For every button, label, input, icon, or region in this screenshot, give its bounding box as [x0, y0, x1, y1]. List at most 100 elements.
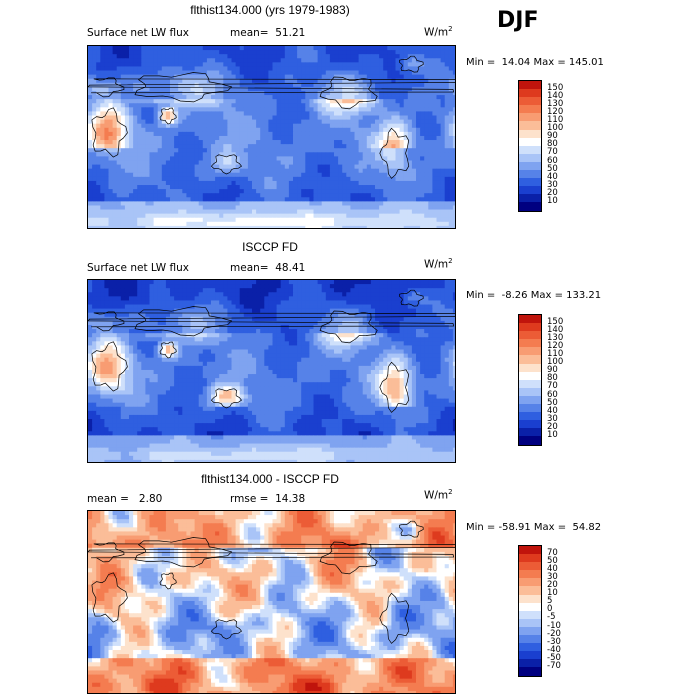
coastline	[379, 127, 410, 179]
panel-2-units: W/m2	[424, 257, 453, 271]
colorbar-tick-label: 40	[547, 171, 558, 182]
colorbar-swatch	[519, 363, 541, 372]
coastline	[159, 107, 177, 125]
panel-1-left-label: Surface net LW flux	[87, 27, 189, 39]
colorbar-tick-label: 50	[547, 555, 558, 566]
colorbar-tick-label: 30	[547, 571, 558, 582]
colorbar-tick-label: 90	[547, 365, 558, 376]
coastline	[134, 72, 233, 103]
colorbar-tick-label: 80	[547, 373, 558, 384]
colorbar-tick-label: 50	[547, 163, 558, 174]
panel-1-map	[87, 45, 456, 229]
panel-2-minmax: Min = -8.26 Max = 133.21	[466, 290, 602, 301]
coastline	[88, 77, 455, 98]
colorbar-tick-label: 110	[547, 115, 564, 125]
map-field	[88, 280, 455, 462]
panel-1-units: W/m2	[424, 25, 453, 39]
colorbar-swatch	[519, 643, 541, 652]
colorbar-tick-label: -10	[547, 620, 561, 631]
panel-2-left-label: Surface net LW flux	[87, 262, 189, 274]
colorbar-tick-label: 70	[547, 381, 558, 392]
colorbar-tick-label: 10	[547, 430, 558, 440]
colorbar-tick-label: 120	[547, 106, 564, 117]
colorbar-swatch	[519, 113, 541, 122]
colorbar-swatch	[519, 323, 541, 332]
colorbar-swatch	[519, 436, 541, 445]
coastline	[210, 154, 243, 175]
colorbar-swatch	[519, 161, 541, 171]
colorbar-swatch	[519, 562, 541, 571]
colorbar-tick-label: 50	[547, 397, 558, 408]
colorbar-swatch	[519, 554, 541, 563]
colorbar-tick-label: 20	[547, 421, 558, 432]
colorbar-swatch	[519, 626, 541, 636]
colorbar-swatch	[519, 339, 541, 348]
colorbar-tick-label: 100	[547, 357, 564, 368]
colorbar-swatch	[519, 315, 541, 324]
colorbar-tick-label: 5	[547, 596, 553, 607]
colorbar-tick-label: -20	[547, 628, 561, 639]
colorbar-tick-label: 40	[547, 405, 558, 416]
coastline	[88, 542, 455, 563]
colorbar-swatch	[519, 121, 541, 130]
season-label: DJF	[497, 8, 539, 33]
coastline	[91, 107, 128, 158]
colorbar-swatch	[519, 137, 541, 146]
colorbar-swatch	[519, 105, 541, 114]
coastline	[210, 388, 243, 409]
panel-3-minmax: Min = -58.91 Max = 54.82	[466, 522, 602, 533]
coastline	[399, 55, 424, 73]
colorbar-tick-label: 90	[547, 131, 558, 142]
colorbar-swatch	[519, 145, 541, 154]
colorbar-swatch	[519, 202, 541, 211]
panel-3-center-label: rmse = 14.38	[230, 493, 306, 505]
colorbar-tick-label: 0	[547, 604, 553, 615]
panel-1-title: flthist134.000 (yrs 1979-1983)	[190, 3, 350, 17]
colorbar-swatch	[519, 428, 541, 437]
colorbar-tick-label: 20	[547, 580, 558, 590]
colorbar-swatch	[519, 667, 541, 676]
panel-3-colorbar	[518, 545, 542, 677]
coastline	[319, 310, 378, 344]
colorbar-tick-label: 30	[547, 179, 558, 190]
colorbar-swatch	[519, 651, 541, 660]
colorbar-tick-label: -40	[547, 644, 561, 655]
colorbar-swatch	[519, 89, 541, 98]
colorbar-swatch	[519, 355, 541, 364]
panel-3-map	[87, 510, 456, 694]
colorbar-tick-label: 70	[547, 147, 558, 158]
map-field	[88, 511, 455, 693]
colorbar-swatch	[519, 570, 541, 579]
colorbar-swatch	[519, 618, 541, 627]
coastline	[159, 341, 177, 359]
colorbar-tick-label: 140	[547, 324, 564, 335]
colorbar-tick-label: 150	[547, 82, 564, 93]
coastline	[134, 306, 233, 337]
coastline	[399, 520, 424, 538]
panel-1-colorbar	[518, 80, 542, 212]
coastline	[319, 541, 378, 575]
colorbar-swatch	[519, 578, 541, 587]
colorbar-swatch	[519, 404, 541, 413]
colorbar-tick-label: 110	[547, 349, 564, 359]
colorbar-tick-label: 60	[547, 389, 558, 400]
colorbar-swatch	[519, 379, 541, 388]
colorbar-tick-label: 20	[547, 187, 558, 198]
panel-3-title: flthist134.000 - ISCCP FD	[201, 472, 339, 486]
coastline	[379, 592, 410, 644]
colorbar-tick-label: 130	[547, 98, 564, 109]
panel-2-colorbar	[518, 314, 542, 446]
colorbar-swatch	[519, 395, 541, 405]
colorbar-swatch	[519, 331, 541, 340]
panel-2-map	[87, 279, 456, 463]
colorbar-tick-label: 130	[547, 332, 564, 343]
colorbar-tick-label: -50	[547, 652, 561, 663]
colorbar-swatch	[519, 659, 541, 668]
panel-2-center-label: mean= 48.41	[230, 262, 306, 274]
colorbar-swatch	[519, 602, 541, 611]
colorbar-swatch	[519, 347, 541, 356]
panel-3-units: W/m2	[424, 488, 453, 502]
panel-2-title: ISCCP FD	[242, 240, 298, 254]
colorbar-tick-label: 100	[547, 123, 564, 134]
coastline	[319, 76, 378, 110]
